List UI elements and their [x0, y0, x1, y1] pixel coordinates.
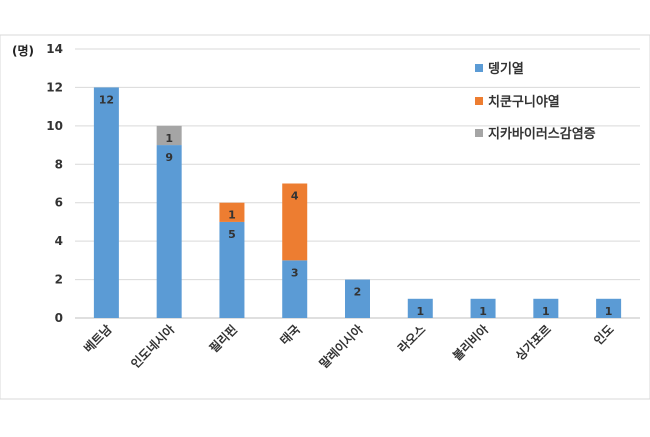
bar-segment [156, 145, 182, 318]
bar-segment [156, 125, 182, 146]
bar-segment [596, 298, 622, 318]
legend-label: 뎅기열 [488, 61, 524, 77]
bar-segment [219, 202, 245, 222]
bar-segment [407, 298, 433, 318]
legend-swatch [475, 97, 483, 105]
data-labels: 12 9 1 5 1 3 4 2 1 1 1 1 [99, 93, 613, 317]
bar-segment [219, 221, 245, 318]
data-label: 12 [99, 93, 114, 106]
data-label: 1 [228, 209, 236, 222]
data-label: 4 [291, 190, 299, 203]
legend-label: 치쿤구니야열 [488, 94, 560, 110]
bar-segment [533, 298, 559, 318]
y-tick-label: 4 [55, 234, 63, 248]
data-label: 3 [291, 266, 299, 279]
legend-swatch [475, 129, 483, 137]
bar-segment [93, 87, 119, 318]
bar-segment [282, 183, 308, 261]
data-label: 1 [165, 132, 173, 145]
data-label: 1 [416, 305, 424, 318]
y-tick-label: 2 [55, 273, 63, 287]
y-tick-label: 12 [46, 80, 63, 94]
data-label: 5 [228, 228, 236, 241]
data-label: 1 [605, 305, 613, 318]
y-tick-label: 8 [55, 157, 63, 171]
bar-segment [345, 279, 370, 318]
data-label: 2 [354, 286, 362, 299]
bar-segment [282, 260, 308, 318]
y-unit-label: (명) [12, 44, 34, 58]
y-axis-ticks: 0 2 4 6 8 10 12 14 [46, 42, 63, 325]
y-tick-label: 0 [55, 311, 63, 325]
data-label: 1 [479, 305, 487, 318]
bars [93, 87, 622, 318]
data-label: 9 [165, 151, 173, 164]
data-label: 1 [542, 305, 550, 318]
legend-swatch [475, 64, 483, 72]
y-tick-label: 10 [46, 119, 63, 133]
y-tick-label: 14 [46, 42, 63, 56]
y-tick-label: 6 [55, 196, 63, 210]
legend-label: 지카바이러스감염증 [488, 126, 596, 142]
bar-segment [470, 298, 496, 318]
